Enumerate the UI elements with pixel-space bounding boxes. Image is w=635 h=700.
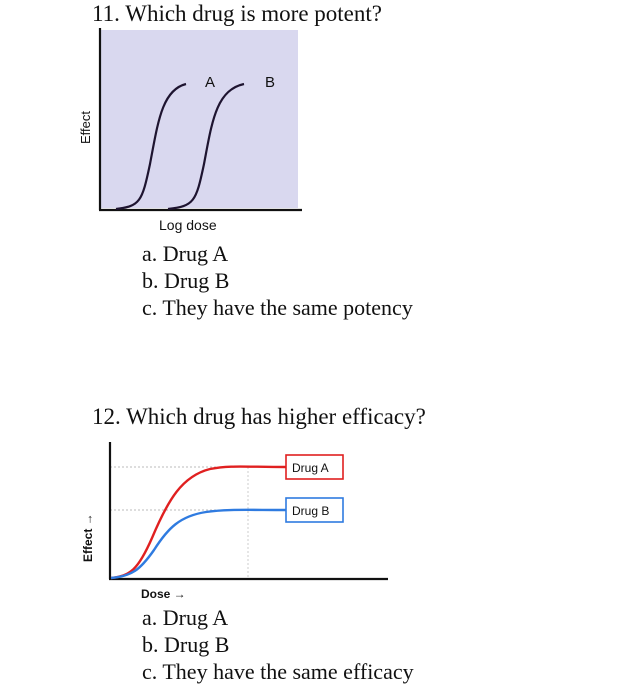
efficacy-curve-drug-b bbox=[110, 508, 287, 580]
q12-choice-a: a. Drug A bbox=[142, 605, 229, 630]
potency-y-label: Effect bbox=[78, 111, 93, 144]
q11-choice-c: c. They have the same potency bbox=[142, 295, 413, 320]
question-11-title: 11. Which drug is more potent? bbox=[92, 1, 382, 26]
efficacy-curve-drug-a bbox=[110, 465, 287, 580]
potency-figure: A B Effect Log dose bbox=[68, 24, 308, 244]
q12-choice-b: b. Drug B bbox=[142, 632, 230, 657]
legend-drug-b-box bbox=[285, 497, 344, 523]
q12-choice-c: c. They have the same efficacy bbox=[142, 659, 414, 684]
potency-x-label: Log dose bbox=[159, 217, 217, 233]
question-12-title: 12. Which drug has higher efficacy? bbox=[92, 404, 426, 429]
curve-label-a: A bbox=[205, 74, 215, 91]
curve-label-b: B bbox=[265, 74, 275, 91]
efficacy-y-label: Effect → bbox=[81, 513, 95, 562]
potency-plot-background bbox=[100, 30, 298, 208]
efficacy-figure: Drug A Drug B Effect → Dose → bbox=[70, 438, 400, 613]
q11-choice-b: b. Drug B bbox=[142, 268, 230, 293]
efficacy-chart: Drug A Drug B Effect → Dose → bbox=[81, 442, 388, 601]
potency-curve-b bbox=[167, 82, 245, 211]
efficacy-x-label: Dose → bbox=[141, 587, 186, 601]
potency-chart: A B Effect Log dose bbox=[78, 28, 302, 233]
legend-drug-a-box bbox=[285, 454, 344, 480]
legend-drug-b-label: Drug B bbox=[292, 504, 329, 518]
q11-choice-a: a. Drug A bbox=[142, 241, 229, 266]
legend-drug-a-label: Drug A bbox=[292, 461, 329, 475]
potency-curve-a bbox=[115, 82, 187, 211]
